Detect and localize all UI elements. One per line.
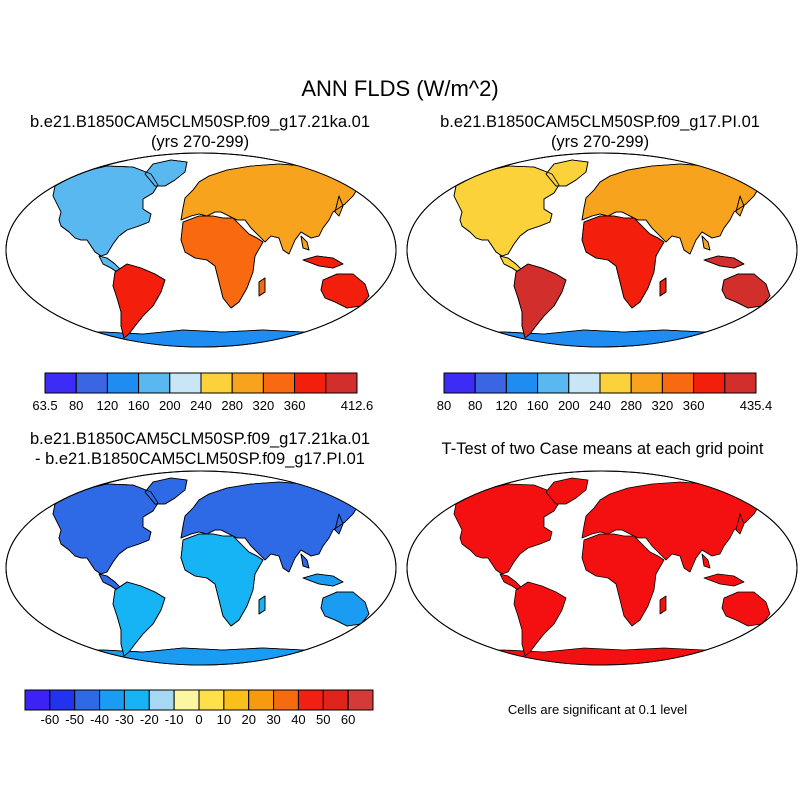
colorbar-swatch (325, 372, 358, 394)
panel-title-case1: b.e21.B1850CAM5CLM50SP.f09_g17.21ka.01 (… (5, 112, 395, 152)
panel-title-difference: b.e21.B1850CAM5CLM50SP.f09_g17.21ka.01 -… (5, 429, 395, 469)
colorbar-tick-label: 80 (437, 398, 451, 413)
colorbar-swatch (262, 372, 296, 394)
significance-note: Cells are significant at 0.1 level (507, 702, 688, 717)
colorbar-swatch (74, 689, 101, 711)
colorbars-layer: 63.5 80 120 160 200 240 280 320 360 412.6 80 80 120 1… (24, 372, 773, 727)
world-map-difference (5, 470, 397, 666)
colorbar-tick-label: 320 (253, 398, 275, 413)
continent-an (413, 329, 795, 347)
colorbar-difference: -60 -50 -40 -30 -20 -10 0 10 20 30 40 50 60 (24, 689, 374, 727)
world-map-ttest (406, 470, 798, 666)
panel-subtitle-line: - b.e21.B1850CAM5CLM50SP.f09_g17.PI.01 (35, 450, 365, 468)
colorbar-swatch (273, 689, 299, 711)
continent-an (12, 329, 394, 347)
colorbar-swatch (630, 372, 663, 394)
colorbar-swatch (75, 372, 108, 394)
colorbar-swatch (44, 372, 77, 394)
colorbar-swatch (223, 689, 250, 711)
colorbar-swatch (294, 372, 327, 394)
colorbar-swatch (474, 372, 507, 394)
colorbar-tick-label: 80 (468, 398, 482, 413)
colorbar-tick-label: -50 (65, 712, 84, 727)
colorbar-swatch (443, 372, 476, 394)
world-map-case2 (406, 152, 798, 348)
colorbar-swatch (568, 372, 601, 394)
colorbar-tick-label: 200 (159, 398, 181, 413)
colorbar-swatch (24, 689, 51, 711)
colorbar-swatch (322, 689, 349, 711)
colorbar-swatch (231, 372, 264, 394)
colorbar-swatch (537, 372, 570, 394)
colorbar-tick-label: -30 (115, 712, 134, 727)
continent-an (12, 647, 394, 665)
colorbar-tick-label: 320 (652, 398, 674, 413)
panel-title-line: b.e21.B1850CAM5CLM50SP.f09_g17.21ka.01 (29, 430, 371, 448)
continent-an (413, 647, 795, 665)
colorbar-swatch (123, 689, 150, 711)
colorbar-tick-label: 280 (620, 398, 642, 413)
colorbar-tick-label: 60 (341, 712, 355, 727)
panel-title-line: T-Test of two Case means at each grid po… (441, 440, 764, 458)
panel-subtitle-line: (yrs 270-299) (550, 133, 650, 151)
colorbar-swatch (169, 372, 202, 394)
colorbar-tick-label: 200 (558, 398, 580, 413)
colorbar-tick-label: 240 (190, 398, 212, 413)
colorbar-tick-label: -60 (40, 712, 59, 727)
colorbar-swatch (198, 689, 225, 711)
panel-title-ttest: T-Test of two Case means at each grid po… (405, 439, 800, 459)
maps-layer (5, 152, 798, 666)
colorbar-case2: 80 80 120 160 200 240 280 320 360 435.4 (437, 372, 773, 413)
colorbar-tick-label: -40 (90, 712, 109, 727)
colorbar-tick-label: 0 (195, 712, 202, 727)
panel-title-line: b.e21.B1850CAM5CLM50SP.f09_g17.PI.01 (440, 113, 760, 131)
colorbar-swatch (599, 372, 632, 394)
colorbar-tick-label: 160 (527, 398, 549, 413)
world-map-case1 (5, 152, 397, 348)
colorbar-swatch (138, 372, 171, 394)
colorbar-case1: 63.5 80 120 160 200 240 280 320 360 412.6 (32, 372, 374, 413)
colorbar-swatch (99, 689, 125, 711)
colorbar-tick-label: 10 (217, 712, 231, 727)
colorbar-swatch (347, 689, 374, 711)
colorbar-tick-label: 160 (128, 398, 150, 413)
colorbar-swatch (106, 372, 140, 394)
colorbar-tick-label: 120 (97, 398, 119, 413)
colorbar-tick-label: 120 (496, 398, 518, 413)
colorbar-tick-label: 63.5 (32, 398, 57, 413)
colorbar-swatch (693, 372, 726, 394)
colorbar-tick-label: 40 (291, 712, 305, 727)
colorbar-tick-label: -10 (165, 712, 184, 727)
colorbar-tick-label: 360 (284, 398, 306, 413)
colorbar-tick-label: 80 (69, 398, 83, 413)
colorbar-swatch (505, 372, 539, 394)
colorbar-swatch (661, 372, 695, 394)
colorbar-swatch (173, 689, 200, 711)
colorbar-swatch (49, 689, 76, 711)
colorbar-tick-label: 50 (316, 712, 330, 727)
panel-title-line: b.e21.B1850CAM5CLM50SP.f09_g17.21ka.01 (29, 113, 371, 131)
colorbar-tick-label: 240 (589, 398, 611, 413)
colorbar-swatch (200, 372, 233, 394)
colorbar-swatch (248, 689, 275, 711)
figure-title: ANN FLDS (W/m^2) (301, 76, 499, 101)
colorbar-swatch (297, 689, 324, 711)
panel-subtitle-line: (yrs 270-299) (150, 133, 250, 151)
colorbar-tick-label: -20 (140, 712, 159, 727)
colorbar-swatch (724, 372, 757, 394)
colorbar-tick-label: 360 (683, 398, 705, 413)
colorbar-tick-label: 412.6 (341, 398, 374, 413)
colorbar-tick-label: 30 (266, 712, 280, 727)
panel-title-case2: b.e21.B1850CAM5CLM50SP.f09_g17.PI.01 (yr… (405, 112, 795, 152)
colorbar-tick-label: 435.4 (740, 398, 773, 413)
colorbar-tick-label: 20 (241, 712, 255, 727)
colorbar-swatch (148, 689, 175, 711)
colorbar-tick-label: 280 (221, 398, 243, 413)
